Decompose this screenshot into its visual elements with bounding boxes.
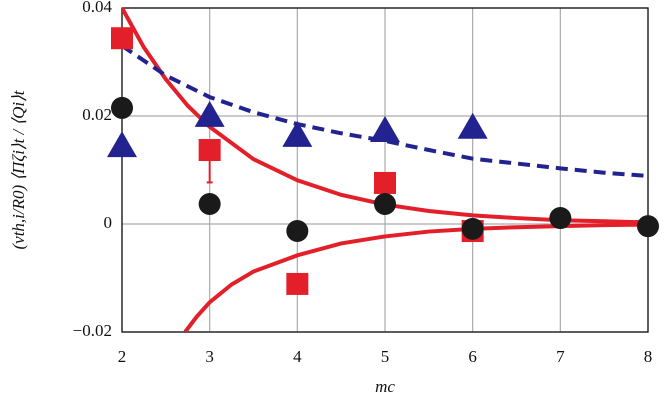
circle-marker bbox=[461, 217, 484, 240]
x-axis-label: mc bbox=[375, 377, 395, 396]
y-tick-label: 0.04 bbox=[82, 0, 112, 16]
y-tick-label: 0.02 bbox=[82, 105, 112, 124]
x-tick-label: 2 bbox=[118, 347, 127, 366]
y-tick-label: 0 bbox=[104, 213, 113, 232]
triangle-marker bbox=[107, 131, 137, 158]
x-tick-label: 6 bbox=[468, 347, 477, 366]
plot-frame bbox=[121, 7, 649, 333]
triangle-marker bbox=[457, 112, 488, 139]
x-tick-label: 3 bbox=[205, 347, 214, 366]
circle-marker bbox=[374, 193, 396, 216]
square-marker bbox=[198, 139, 221, 162]
triangle-marker bbox=[370, 116, 400, 143]
triangle-marker bbox=[282, 120, 313, 147]
x-tick-label: 8 bbox=[644, 347, 653, 366]
circle-marker bbox=[637, 215, 659, 238]
curve bbox=[122, 44, 648, 178]
y-axis-label: (vth,i/R0) ⟨Πζi⟩t / ⟨Qi⟩t bbox=[9, 89, 28, 249]
circle-marker bbox=[198, 193, 221, 216]
x-tick-label: 5 bbox=[381, 347, 390, 366]
square-marker bbox=[111, 27, 133, 50]
x-tick-label: 4 bbox=[293, 347, 302, 366]
circle-marker bbox=[111, 96, 133, 119]
circle-marker bbox=[549, 207, 572, 230]
x-tick-label: 7 bbox=[556, 347, 565, 366]
y-tick-label: −0.02 bbox=[73, 321, 112, 340]
triangle-marker bbox=[194, 100, 225, 127]
curve bbox=[122, 7, 648, 225]
square-marker bbox=[374, 171, 396, 194]
curve bbox=[183, 222, 648, 332]
circle-marker bbox=[286, 220, 309, 243]
square-marker bbox=[286, 272, 309, 295]
